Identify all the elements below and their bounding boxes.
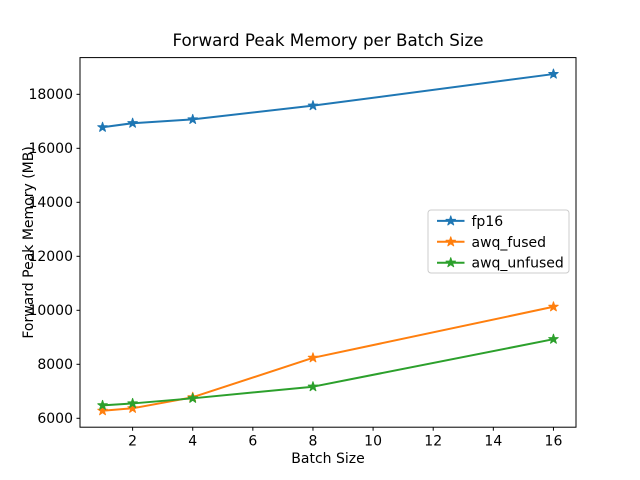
chart-title: Forward Peak Memory per Batch Size xyxy=(172,30,483,50)
y-tick-label: 8000 xyxy=(37,357,73,373)
y-axis-label: Forward Peak Memory (MB) xyxy=(21,146,37,338)
series-marker-fp16 xyxy=(548,68,559,79)
legend: fp16 awq_fused awq_unfused xyxy=(427,209,570,274)
series-marker-fp16 xyxy=(97,121,108,132)
series-marker-awq_unfused xyxy=(548,333,559,344)
y-tick-label: 10000 xyxy=(28,303,73,319)
series-marker-awq_unfused xyxy=(97,399,108,410)
series-layer xyxy=(97,68,559,416)
x-tick-label: 8 xyxy=(309,434,318,450)
series-marker-awq_unfused xyxy=(127,397,138,408)
x-tick-label: 14 xyxy=(484,434,502,450)
y-tick-label: 18000 xyxy=(28,87,73,103)
legend-label-fp16: fp16 xyxy=(472,214,504,230)
x-tick-label: 16 xyxy=(545,434,563,450)
x-axis-label: Batch Size xyxy=(291,451,364,467)
series-line-fp16 xyxy=(101,73,555,129)
legend-marker-awq_unfused xyxy=(445,257,457,268)
series-marker-fp16 xyxy=(127,117,138,128)
plot-border xyxy=(79,57,577,428)
legend-label-awq_fused: awq_fused xyxy=(472,235,547,251)
y-tick-label: 12000 xyxy=(28,249,73,265)
series-marker-awq_fused xyxy=(127,402,138,413)
series-marker-fp16 xyxy=(307,100,319,111)
series-marker-awq_unfused xyxy=(307,381,319,392)
legend-marker-awq_fused xyxy=(445,236,457,247)
x-tick-label: 6 xyxy=(248,434,257,450)
x-tick-label: 10 xyxy=(364,434,382,450)
y-tick-label: 16000 xyxy=(28,141,73,157)
x-tick-label: 2 xyxy=(128,434,137,450)
series-marker-fp16 xyxy=(187,113,198,124)
y-tick-label: 14000 xyxy=(28,195,73,211)
legend-marker-fp16 xyxy=(445,215,457,226)
series-line-awq_fused xyxy=(101,305,555,412)
series-line-awq_unfused xyxy=(101,338,555,407)
axes-layer: 2 4 6 8 10 12 14 16 6000 8000 10000 12000 14000 16000… xyxy=(28,57,577,450)
series-marker-awq_fused xyxy=(97,405,108,416)
series-marker-awq_unfused xyxy=(187,392,198,403)
series-marker-awq_fused xyxy=(307,352,319,363)
legend-label-awq_unfused: awq_unfused xyxy=(472,256,564,272)
series-marker-awq_fused xyxy=(548,301,559,312)
x-tick-label: 12 xyxy=(424,434,442,450)
x-tick-label: 4 xyxy=(188,434,197,450)
y-tick-label: 6000 xyxy=(37,411,73,427)
legend-box xyxy=(427,209,570,274)
